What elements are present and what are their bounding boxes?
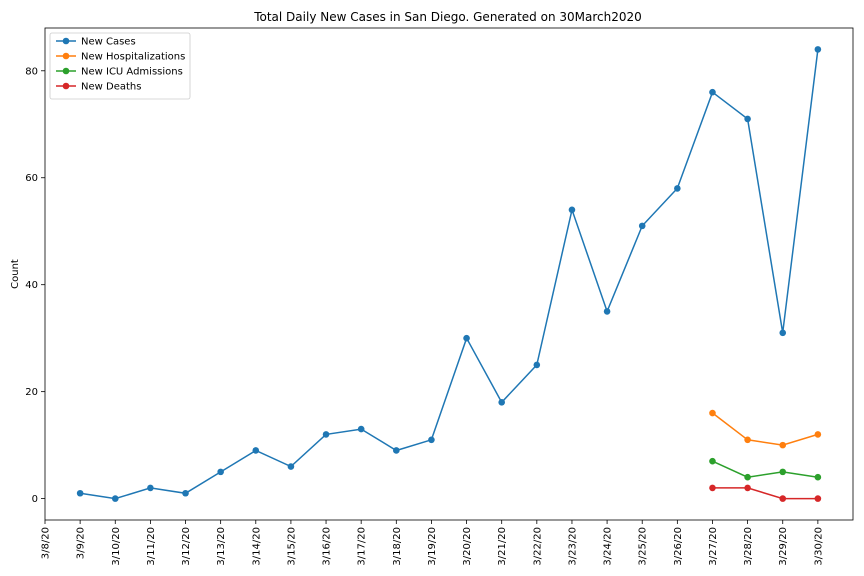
data-point xyxy=(111,495,119,502)
series-line xyxy=(712,412,819,446)
x-tick-label: 3/14/20 xyxy=(251,527,262,566)
series-new-icu-admissions xyxy=(709,457,822,481)
x-tick-label: 3/20/20 xyxy=(462,527,473,566)
legend-label: New Deaths xyxy=(81,82,141,93)
legend-label: New ICU Admissions xyxy=(81,67,183,78)
data-point xyxy=(814,495,822,502)
x-tick-label: 3/26/20 xyxy=(673,527,684,566)
x-tick-label: 3/8/20 xyxy=(41,527,52,559)
y-axis-label: Count xyxy=(10,259,21,289)
data-point xyxy=(814,46,822,53)
legend-marker xyxy=(62,37,70,45)
data-point xyxy=(779,468,787,476)
x-tick-label: 3/18/20 xyxy=(392,527,403,566)
data-point xyxy=(182,489,189,497)
data-point xyxy=(322,431,330,438)
data-point xyxy=(533,361,541,369)
x-tick-label: 3/10/20 xyxy=(111,527,122,566)
data-point xyxy=(814,431,822,438)
x-tick-label: 3/16/20 xyxy=(322,527,333,566)
y-tick-label: 40 xyxy=(25,280,38,291)
data-point xyxy=(393,447,400,454)
y-tick-label: 20 xyxy=(25,387,38,398)
data-point xyxy=(638,222,646,230)
x-tick-label: 3/9/20 xyxy=(76,527,87,559)
legend-box xyxy=(49,32,191,100)
x-tick-label: 3/22/20 xyxy=(532,527,543,566)
x-tick-label: 3/15/20 xyxy=(286,527,297,566)
series-new-hospitalizations xyxy=(709,409,822,449)
data-point xyxy=(76,489,84,497)
data-point xyxy=(709,88,716,96)
data-point xyxy=(498,399,505,406)
data-point xyxy=(217,468,224,476)
data-point xyxy=(674,185,681,192)
data-point xyxy=(779,441,787,449)
y-tick-label: 80 xyxy=(25,66,38,77)
legend-marker xyxy=(62,82,70,90)
legend-marker xyxy=(62,67,70,75)
x-tick-label: 3/30/20 xyxy=(813,527,824,566)
legend-item: New Hospitalizations xyxy=(56,52,185,63)
x-tick-label: 3/25/20 xyxy=(638,527,649,566)
legend-item: New ICU Admissions xyxy=(56,67,183,78)
legend-label: New Hospitalizations xyxy=(81,52,185,63)
legend-label: New Cases xyxy=(81,37,136,48)
legend-item: New Deaths xyxy=(56,82,141,93)
y-tick-label: 0 xyxy=(32,494,38,505)
data-point xyxy=(744,436,751,444)
x-tick-label: 3/17/20 xyxy=(357,527,368,566)
x-tick-label: 3/27/20 xyxy=(708,527,719,566)
data-point xyxy=(779,495,787,502)
y-tick-label: 60 xyxy=(25,173,38,184)
data-point xyxy=(744,115,751,123)
series-line xyxy=(79,49,819,500)
series-line xyxy=(712,487,818,500)
data-point xyxy=(603,308,611,315)
x-tick-label: 3/19/20 xyxy=(427,527,438,566)
data-point xyxy=(709,409,716,417)
x-tick-label: 3/28/20 xyxy=(743,527,754,566)
chart-title: Total Daily New Cases in San Diego. Gene… xyxy=(253,10,642,24)
data-point xyxy=(252,447,260,454)
data-point xyxy=(744,473,751,481)
legend-item: New Cases xyxy=(56,37,136,48)
data-point xyxy=(744,484,751,492)
x-tick-label: 3/12/20 xyxy=(181,527,192,566)
x-tick-label: 3/13/20 xyxy=(216,527,227,566)
x-tick-label: 3/21/20 xyxy=(497,527,508,566)
plot-area: 0 20 40 60 80 3/8/20 3/9/20 3/10/20 3/11/20 3/12/… xyxy=(25,27,854,566)
x-tick-label: 3/11/20 xyxy=(146,527,157,566)
legend-marker xyxy=(62,52,70,60)
series-new-cases xyxy=(76,46,822,502)
data-point xyxy=(287,463,295,470)
x-tick-label: 3/24/20 xyxy=(603,527,614,566)
data-point xyxy=(357,425,365,433)
x-tick-label: 3/23/20 xyxy=(567,527,578,566)
series-line xyxy=(712,460,819,478)
data-point xyxy=(814,473,822,481)
data-point xyxy=(779,329,787,337)
data-point xyxy=(709,457,716,465)
series-new-deaths xyxy=(709,484,822,502)
legend: New Cases New Hospitalizations New ICU Adm… xyxy=(49,32,191,100)
data-point xyxy=(463,334,470,342)
plot-frame xyxy=(44,27,854,521)
data-point xyxy=(147,484,154,492)
data-point xyxy=(568,206,576,214)
data-point xyxy=(428,436,435,444)
x-tick-label: 3/29/20 xyxy=(778,527,789,566)
data-point xyxy=(709,484,716,492)
